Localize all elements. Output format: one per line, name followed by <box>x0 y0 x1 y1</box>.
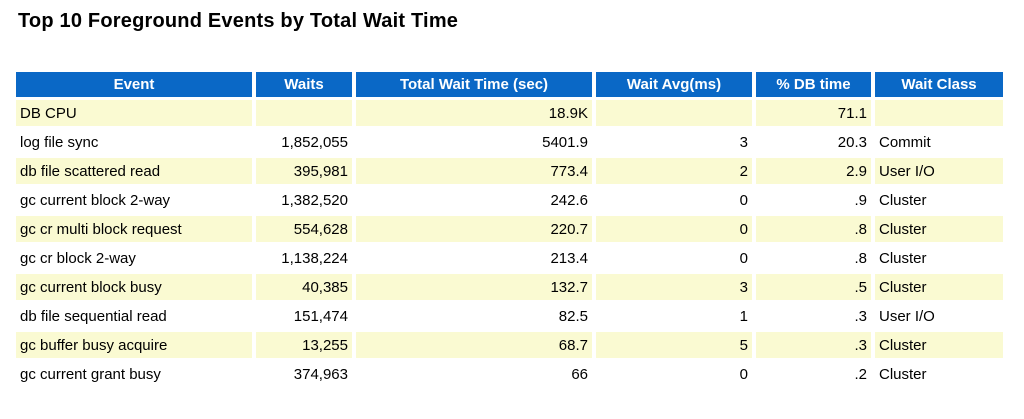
cell-wait_class: Cluster <box>875 216 1003 242</box>
table-header-row: Event Waits Total Wait Time (sec) Wait Avg(… <box>16 72 1003 97</box>
cell-waits: 40,385 <box>256 274 352 300</box>
table-body: DB CPU 18.9K 71.1 log file sync 1,852,055 540… <box>16 100 1003 387</box>
cell-wait_avg_ms: 3 <box>596 129 752 155</box>
cell-wait_class: User I/O <box>875 303 1003 329</box>
cell-total_wait_time_sec: 773.4 <box>356 158 592 184</box>
cell-total_wait_time_sec: 5401.9 <box>356 129 592 155</box>
cell-wait_class: Cluster <box>875 361 1003 387</box>
table-head: Event Waits Total Wait Time (sec) Wait Avg(… <box>16 72 1003 97</box>
column-header-wait_class: Wait Class <box>875 72 1003 97</box>
table-row: db file sequential read 151,474 82.5 1.3 Use… <box>16 303 1003 329</box>
cell-event: DB CPU <box>16 100 252 126</box>
table-row: gc current block 2-way 1,382,520 242.6 0.9 C… <box>16 187 1003 213</box>
cell-pct_db_time: .8 <box>756 245 871 271</box>
cell-wait_avg_ms: 0 <box>596 187 752 213</box>
table-row: log file sync 1,852,055 5401.9 3 20.3 Commit <box>16 129 1003 155</box>
column-header-total_wait_time_sec: Total Wait Time (sec) <box>356 72 592 97</box>
cell-pct_db_time: .3 <box>756 303 871 329</box>
column-header-pct_db_time: % DB time <box>756 72 871 97</box>
cell-wait_avg_ms: 0 <box>596 245 752 271</box>
cell-pct_db_time: 2.9 <box>756 158 871 184</box>
cell-wait_avg_ms: 3 <box>596 274 752 300</box>
cell-event: db file sequential read <box>16 303 252 329</box>
cell-wait_avg_ms: 5 <box>596 332 752 358</box>
cell-event: log file sync <box>16 129 252 155</box>
cell-event: db file scattered read <box>16 158 252 184</box>
cell-pct_db_time: .9 <box>756 187 871 213</box>
table-row: gc current grant busy 374,963 66 0.2 Cluster <box>16 361 1003 387</box>
cell-pct_db_time: .2 <box>756 361 871 387</box>
table-row: db file scattered read 395,981 773.4 2 2.9 Us… <box>16 158 1003 184</box>
cell-total_wait_time_sec: 82.5 <box>356 303 592 329</box>
table-row: DB CPU 18.9K 71.1 <box>16 100 1003 126</box>
cell-pct_db_time: 20.3 <box>756 129 871 155</box>
cell-event: gc cr multi block request <box>16 216 252 242</box>
table-row: gc current block busy 40,385 132.7 3.5 Clust… <box>16 274 1003 300</box>
cell-total_wait_time_sec: 66 <box>356 361 592 387</box>
page-title: Top 10 Foreground Events by Total Wait T… <box>18 10 459 32</box>
cell-total_wait_time_sec: 213.4 <box>356 245 592 271</box>
cell-wait_avg_ms: 1 <box>596 303 752 329</box>
cell-event: gc current block 2-way <box>16 187 252 213</box>
cell-waits: 1,852,055 <box>256 129 352 155</box>
cell-wait_class: Cluster <box>875 245 1003 271</box>
cell-total_wait_time_sec: 132.7 <box>356 274 592 300</box>
cell-waits: 1,138,224 <box>256 245 352 271</box>
cell-wait_avg_ms: 0 <box>596 361 752 387</box>
cell-wait_avg_ms: 0 <box>596 216 752 242</box>
cell-total_wait_time_sec: 242.6 <box>356 187 592 213</box>
cell-waits: 395,981 <box>256 158 352 184</box>
cell-event: gc buffer busy acquire <box>16 332 252 358</box>
cell-waits: 13,255 <box>256 332 352 358</box>
cell-wait_avg_ms <box>596 100 752 126</box>
cell-waits: 374,963 <box>256 361 352 387</box>
cell-event: gc current grant busy <box>16 361 252 387</box>
cell-waits: 554,628 <box>256 216 352 242</box>
column-header-event: Event <box>16 72 252 97</box>
cell-wait_class: Commit <box>875 129 1003 155</box>
cell-total_wait_time_sec: 68.7 <box>356 332 592 358</box>
column-header-waits: Waits <box>256 72 352 97</box>
table-row: gc buffer busy acquire 13,255 68.7 5.3 Clust… <box>16 332 1003 358</box>
cell-event: gc current block busy <box>16 274 252 300</box>
cell-wait_class: Cluster <box>875 332 1003 358</box>
cell-pct_db_time: .3 <box>756 332 871 358</box>
table-row: gc cr multi block request 554,628 220.7 0.8… <box>16 216 1003 242</box>
column-header-wait_avg_ms: Wait Avg(ms) <box>596 72 752 97</box>
cell-event: gc cr block 2-way <box>16 245 252 271</box>
cell-pct_db_time: .8 <box>756 216 871 242</box>
cell-pct_db_time: 71.1 <box>756 100 871 126</box>
cell-total_wait_time_sec: 220.7 <box>356 216 592 242</box>
cell-waits <box>256 100 352 126</box>
events-table: Event Waits Total Wait Time (sec) Wait Avg(… <box>12 69 1007 390</box>
cell-wait_class: Cluster <box>875 187 1003 213</box>
cell-wait_class: User I/O <box>875 158 1003 184</box>
cell-pct_db_time: .5 <box>756 274 871 300</box>
cell-wait_class <box>875 100 1003 126</box>
cell-wait_class: Cluster <box>875 274 1003 300</box>
cell-wait_avg_ms: 2 <box>596 158 752 184</box>
table-row: gc cr block 2-way 1,138,224 213.4 0.8 Cluste… <box>16 245 1003 271</box>
cell-total_wait_time_sec: 18.9K <box>356 100 592 126</box>
cell-waits: 1,382,520 <box>256 187 352 213</box>
cell-waits: 151,474 <box>256 303 352 329</box>
